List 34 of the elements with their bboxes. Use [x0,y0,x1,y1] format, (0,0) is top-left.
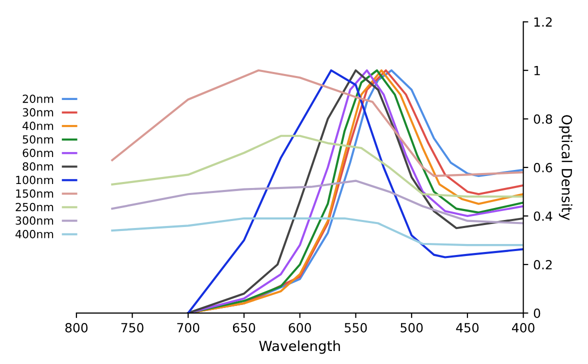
y-tick-label: 0.6 [534,162,552,172]
x-tick-label: 700 [177,322,200,332]
x-tick-label: 600 [288,322,311,332]
x-tick-label: 650 [232,322,256,332]
legend-label: 300nm [16,216,54,225]
x-tick-label: 800 [65,322,88,332]
x-tick-label: 550 [344,322,367,332]
legend-label: 50nm [22,135,54,144]
legend-label: 400nm [15,230,54,238]
line-series [111,217,524,246]
y-tick-label: 1 [534,66,540,76]
legend-label: 60nm [22,148,54,158]
legend-label: 80nm [22,162,54,171]
x-axis-title: Wavelength [259,340,340,354]
x-tick-label: 500 [400,322,423,332]
y-tick-label: 0.8 [534,114,552,124]
line-series [111,180,524,224]
x-tick-label: 400 [512,322,534,332]
legend-label: 250nm [16,202,54,212]
line-series [111,134,524,198]
y-tick-label: 0.2 [534,260,552,270]
line-series [111,69,524,177]
y-tick-label: 0.4 [534,211,552,221]
legend-label: 40nm [22,122,54,130]
y-tick-label: 0 [534,308,540,318]
line-series [187,69,524,314]
legend-label: 150nm [16,189,54,198]
legend-label: 30nm [22,108,54,117]
x-tick-label: 750 [121,322,144,332]
legend-label: 100nm [16,176,54,184]
legend-label: 20nm [22,94,54,104]
y-tick-label: 1.2 [534,17,552,27]
x-tick-label: 450 [456,322,479,332]
y-axis-title: Optical Density [558,115,572,220]
